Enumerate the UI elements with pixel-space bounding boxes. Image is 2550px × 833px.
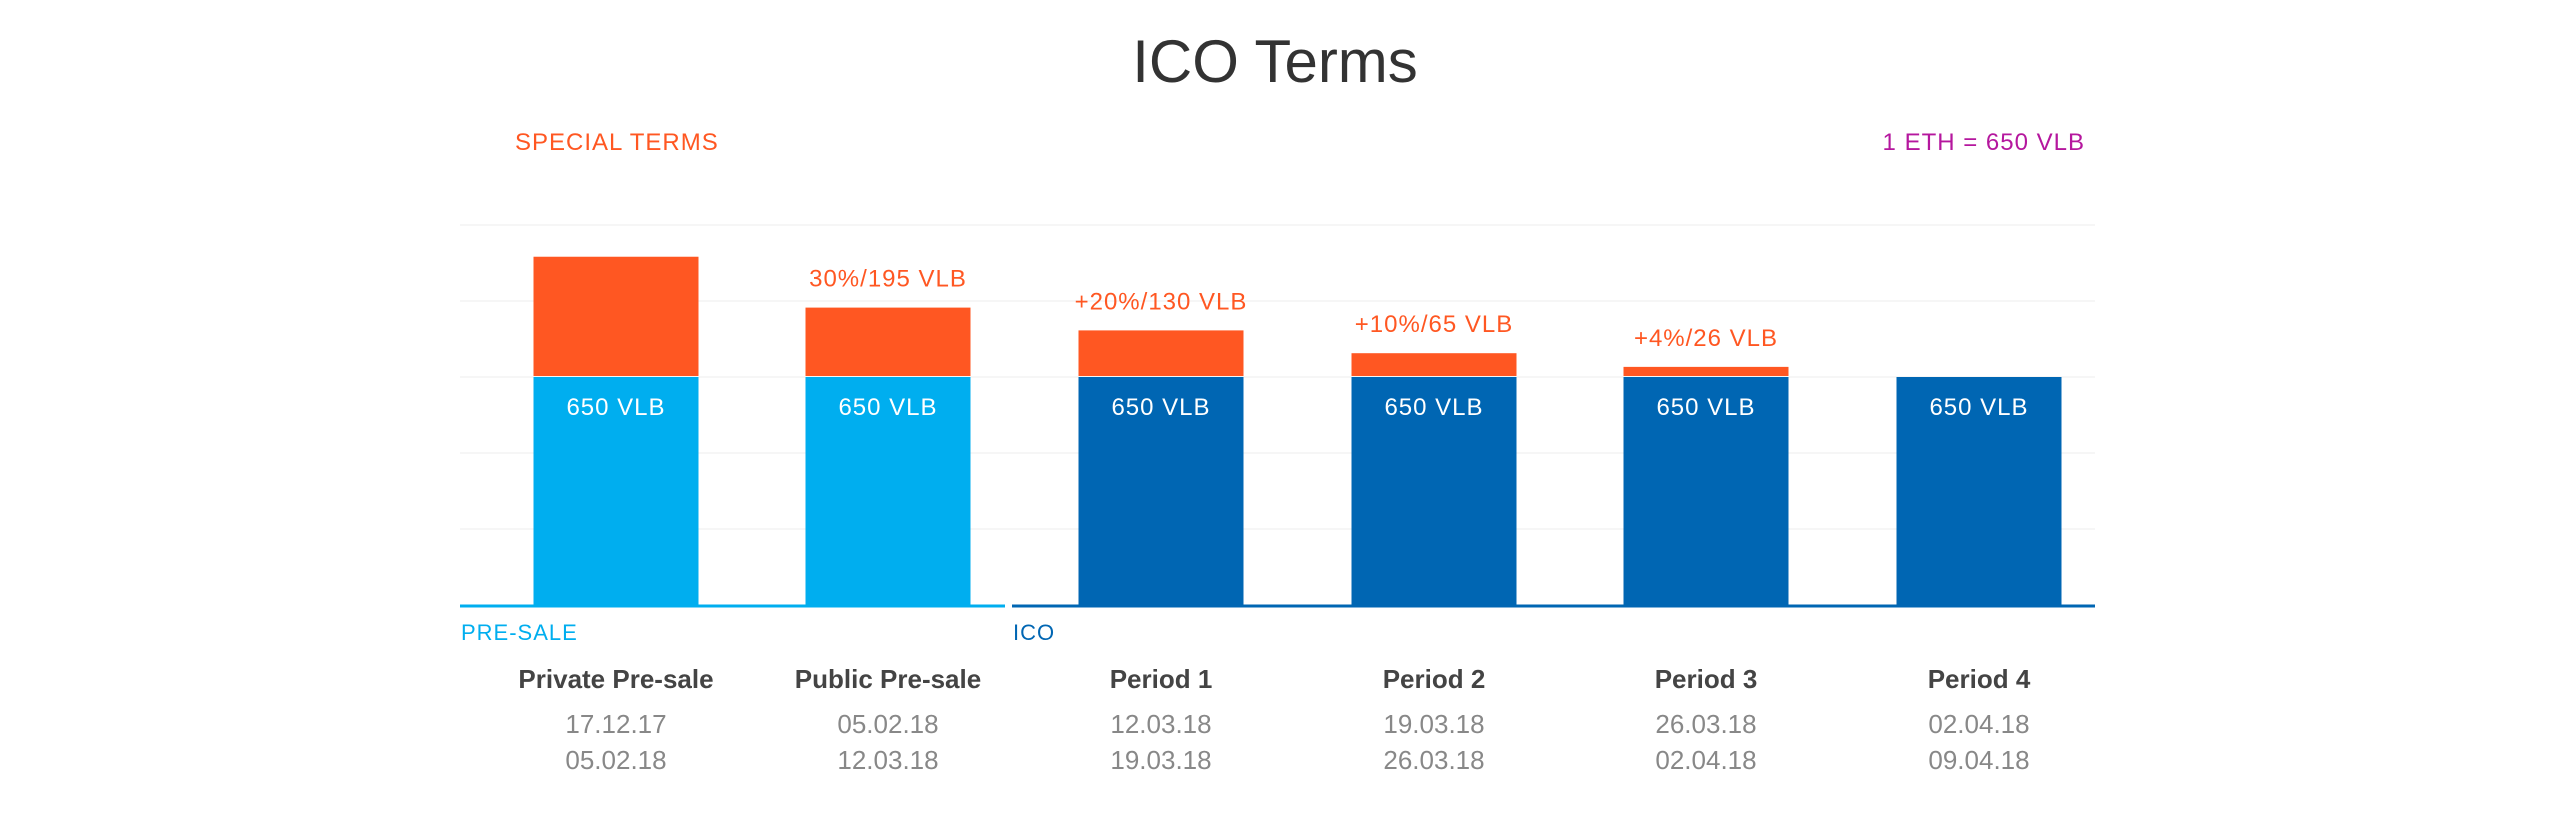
chart-title: ICO Terms [1132, 28, 1418, 95]
bonus-bar-label: +10%/65 VLB [1355, 311, 1513, 338]
bonus-bar [805, 307, 971, 376]
base-bar [1351, 377, 1517, 605]
category-label: Period 1 [1110, 664, 1213, 694]
date-label: 02.04.18 [1655, 745, 1756, 775]
base-bar-label: 650 VLB [566, 394, 665, 421]
gridlines [460, 224, 2095, 530]
date-label: 17.12.17 [565, 709, 666, 739]
date-label: 26.03.18 [1383, 745, 1484, 775]
bonus-bar-label: +20%/130 VLB [1075, 288, 1248, 315]
base-bar [533, 377, 699, 605]
base-bar [1896, 377, 2062, 605]
date-label: 05.02.18 [837, 709, 938, 739]
group-label: ICO [1013, 620, 1055, 645]
date-label: 26.03.18 [1655, 709, 1756, 739]
base-bar-label: 650 VLB [1384, 394, 1483, 421]
category-label: Private Pre-sale [518, 664, 713, 694]
base-bar [1078, 377, 1244, 605]
base-bar [805, 377, 971, 605]
exchange-rate-label: 1 ETH = 650 VLB [1883, 129, 2085, 156]
bonus-bar [533, 256, 699, 376]
axis: PRE-SALE ICO [460, 604, 2095, 645]
bonus-bar [1623, 366, 1789, 376]
category-label: Period 3 [1655, 664, 1758, 694]
category-label: Public Pre-sale [795, 664, 981, 694]
category-label: Period 4 [1928, 664, 2031, 694]
date-label: 05.02.18 [565, 745, 666, 775]
date-label: 19.03.18 [1110, 745, 1211, 775]
base-bar-label: 650 VLB [1929, 394, 2028, 421]
date-label: 09.04.18 [1928, 745, 2029, 775]
base-bar-label: 650 VLB [1111, 394, 1210, 421]
date-label: 02.04.18 [1928, 709, 2029, 739]
base-bar-label: 650 VLB [838, 394, 937, 421]
bars: 650 VLB 650 VLB 30%/195 VLB 650 VLB +20%/130… [533, 256, 2062, 605]
base-bar [1623, 377, 1789, 605]
bonus-bar-label: 30%/195 VLB [809, 266, 967, 293]
special-terms-label: SPECIAL TERMS [515, 129, 719, 156]
bonus-bar [1351, 353, 1517, 376]
group-label: PRE-SALE [461, 620, 578, 645]
date-label: 12.03.18 [1110, 709, 1211, 739]
date-label: 19.03.18 [1383, 709, 1484, 739]
x-labels: Private Pre-sale 17.12.17 05.02.18 Public P… [518, 664, 2030, 775]
bonus-bar-label: +4%/26 VLB [1634, 325, 1778, 352]
bonus-bar [1078, 330, 1244, 376]
base-bar-label: 650 VLB [1656, 394, 1755, 421]
category-label: Period 2 [1383, 664, 1486, 694]
date-label: 12.03.18 [837, 745, 938, 775]
